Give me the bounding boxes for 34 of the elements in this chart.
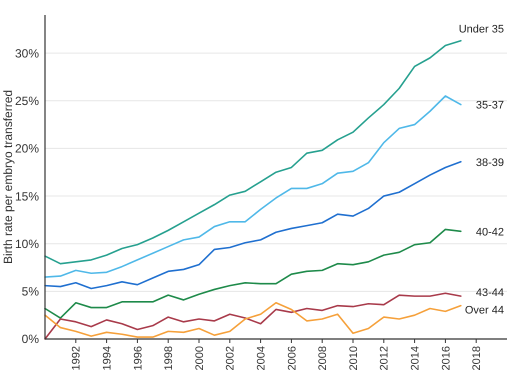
line-series xyxy=(44,40,462,265)
y-tick-label: 10% xyxy=(14,236,40,251)
series-label: 35-37 xyxy=(476,100,504,112)
x-tick-label: 2014 xyxy=(409,346,422,370)
series-label: Under 35 xyxy=(458,24,504,36)
x-tick-label: 2012 xyxy=(378,346,391,370)
y-tick-label: 15% xyxy=(14,189,40,204)
x-tick-label: 2006 xyxy=(286,346,298,370)
x-tick-label: 2010 xyxy=(348,346,360,370)
y-tick-label: 30% xyxy=(14,46,40,60)
line-series xyxy=(44,160,462,290)
x-tick-label: 1994 xyxy=(101,346,114,370)
series-label: 43-44 xyxy=(476,287,504,300)
x-tick-label: 2002 xyxy=(224,346,237,370)
line-series xyxy=(44,302,462,338)
series-label: 40-42 xyxy=(476,226,504,238)
line-series xyxy=(44,228,462,319)
series-label: Over 44 xyxy=(464,304,504,317)
x-tick-label: 1992 xyxy=(70,346,83,370)
x-tick-label: 2018 xyxy=(471,346,484,370)
y-tick-label: 20% xyxy=(14,142,40,156)
x-tick-label: 2016 xyxy=(440,346,452,370)
x-tick-label: 1996 xyxy=(132,346,144,370)
x-tick-label: 1998 xyxy=(163,346,176,370)
y-tick-label: 5% xyxy=(22,284,40,299)
x-tick-label: 2004 xyxy=(255,346,268,370)
line-series xyxy=(44,95,462,278)
y-tick-label: 25% xyxy=(14,94,40,108)
y-axis-title: Birth rate per embryo transferred xyxy=(1,90,15,264)
x-tick-label: 2008 xyxy=(317,346,330,370)
x-tick-label: 2000 xyxy=(194,346,206,370)
series-label: 38-39 xyxy=(476,156,504,169)
y-tick-label: 0% xyxy=(22,332,40,346)
line-series xyxy=(44,292,462,340)
